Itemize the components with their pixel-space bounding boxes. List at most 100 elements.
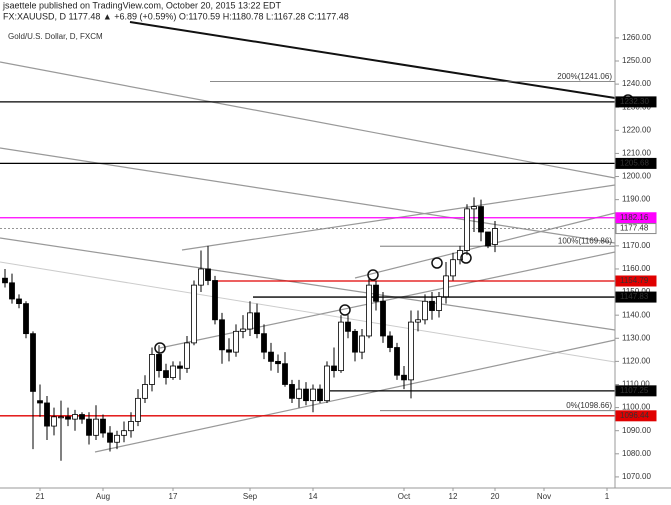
candle-body: [107, 432, 113, 443]
candle-body: [177, 365, 183, 369]
candle-body: [149, 354, 155, 385]
candle-body: [359, 335, 365, 353]
level-tag: [615, 96, 657, 108]
level-tag: [615, 291, 657, 303]
y-tick-label: 1120.00: [622, 356, 651, 365]
candle-body: [121, 430, 127, 436]
candle-body: [422, 300, 428, 321]
y-tick-label: 1140.00: [622, 310, 651, 319]
candle-body: [9, 282, 15, 300]
candle-body: [114, 434, 120, 443]
y-tick-label: 1170.00: [622, 241, 651, 250]
candle-body: [170, 365, 176, 378]
y-tick-label: 1130.00: [622, 333, 651, 342]
y-tick-label: 1090.00: [622, 426, 651, 435]
candle-body: [436, 296, 442, 311]
candle-body: [296, 388, 302, 399]
candle-body: [37, 400, 43, 404]
y-tick-label: 1110.00: [622, 380, 650, 389]
candle-body: [443, 275, 449, 298]
trendline: [0, 237, 616, 331]
candle-body: [79, 414, 85, 420]
trendline: [354, 212, 616, 279]
candle-body: [492, 228, 498, 245]
candle-body: [345, 321, 351, 332]
candle-body: [240, 328, 246, 332]
x-tick-label: Aug: [96, 492, 110, 501]
level-tag: [615, 385, 657, 397]
candle-body: [478, 206, 484, 233]
x-tick-label: 17: [169, 492, 178, 501]
candle-body: [128, 421, 134, 432]
candle-body: [303, 388, 309, 402]
candle-body: [58, 416, 64, 419]
candle-body: [282, 363, 288, 385]
circle-marker: [367, 269, 379, 281]
level-label: 1177.48: [620, 224, 649, 233]
x-tick-label: Oct: [398, 492, 411, 501]
candle-body: [366, 284, 372, 337]
candle-body: [93, 418, 99, 436]
candle-body: [352, 330, 358, 353]
candle-body: [191, 284, 197, 344]
level-label: 1147.83: [620, 292, 649, 301]
chart-title: Gold/U.S. Dollar, D, FXCM: [8, 32, 103, 41]
fib-label: 100%(1169.86): [558, 236, 612, 245]
circle-marker: [431, 257, 443, 269]
level-label: 1096.44: [620, 411, 649, 420]
trendline: [0, 61, 616, 179]
candle-body: [289, 384, 295, 399]
candle-body: [219, 319, 225, 351]
level-label: 1232.30: [620, 97, 649, 106]
candle-body: [324, 365, 330, 402]
y-tick-label: 1260.00: [622, 33, 651, 42]
level-label: 1107.25: [620, 386, 649, 395]
level-tag: [615, 157, 657, 169]
y-tick-label: 1220.00: [622, 125, 651, 134]
candle-body: [464, 208, 470, 251]
level-tag: [615, 410, 657, 422]
candle-body: [30, 333, 36, 392]
level-tag: [615, 275, 657, 287]
y-tick-label: 1080.00: [622, 449, 651, 458]
candle-body: [471, 206, 477, 210]
circle-marker: [460, 252, 472, 264]
candle-body: [387, 335, 393, 348]
candle-body: [485, 231, 491, 247]
symbol-line: FX:XAUUSD, D 1177.48 ▲ +6.89 (+0.59%) O:…: [3, 11, 349, 21]
trendline: [129, 21, 629, 101]
candle-body: [394, 347, 400, 376]
candle-body: [415, 319, 421, 323]
level-tag: [615, 223, 657, 235]
candle-body: [226, 349, 232, 353]
plot: [0, 81, 615, 461]
markers: [154, 94, 634, 354]
candle-body: [16, 298, 22, 305]
level-label: 1154.79: [620, 276, 649, 285]
candle-body: [44, 402, 50, 427]
candle-body: [275, 360, 281, 365]
level-label: 1182.16: [620, 213, 649, 222]
trendline: [94, 339, 616, 453]
x-tick-label: 12: [449, 492, 458, 501]
x-tick-label: 20: [491, 492, 500, 501]
circle-marker: [154, 342, 166, 354]
x-tick-label: 21: [36, 492, 45, 501]
candle-body: [156, 354, 162, 372]
candle-body: [65, 416, 71, 420]
candle-body: [23, 303, 29, 335]
y-tick-label: 1200.00: [622, 172, 651, 181]
candle-body: [2, 277, 8, 284]
candle-body: [142, 384, 148, 399]
candle-body: [261, 333, 267, 353]
trendlines: [0, 21, 629, 453]
trendline: [0, 261, 616, 363]
candle-body: [408, 321, 414, 381]
y-tick-label: 1070.00: [622, 472, 651, 481]
candle-body: [317, 388, 323, 402]
candle-body: [212, 280, 218, 321]
candle-body: [450, 259, 456, 277]
